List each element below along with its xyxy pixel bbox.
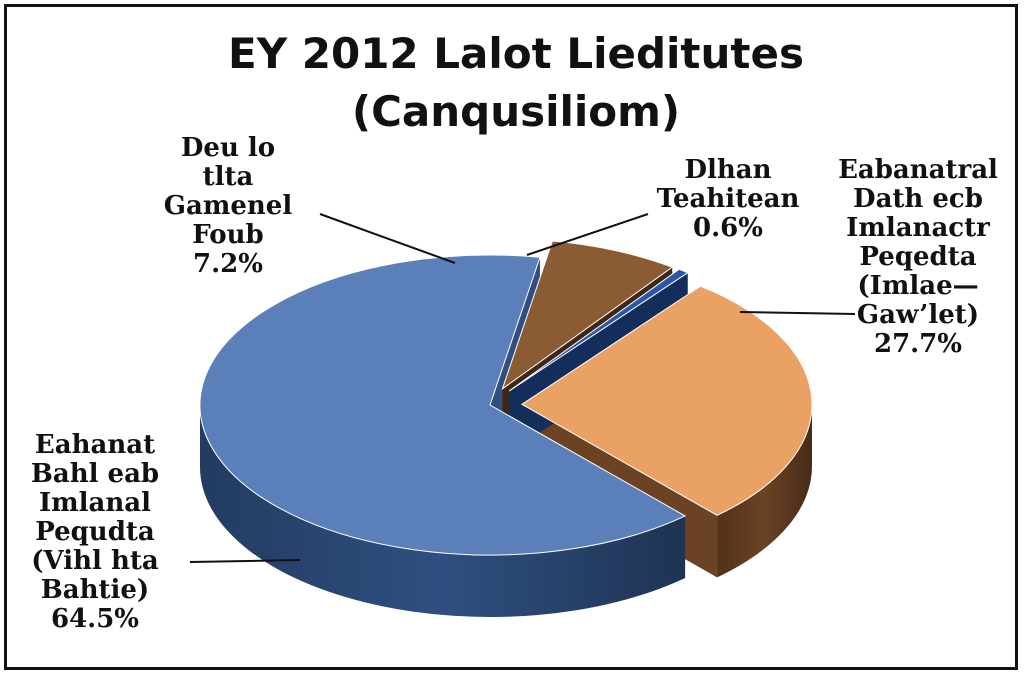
slice-label-line: Dath ecb: [853, 184, 983, 214]
slice-label-line: Peqedta: [859, 242, 976, 272]
slice-label-line: Bahtie): [41, 575, 149, 605]
leader-line: [189, 559, 301, 563]
slice-label-line: Gaw’let): [857, 300, 979, 330]
pie-slice-1: [199, 254, 687, 556]
leader-line: [319, 213, 456, 264]
pie-slice-0: [521, 285, 813, 516]
slice-label-line: Deu lo: [181, 133, 275, 163]
leader-line: [739, 311, 856, 315]
slice-label-line: tlta: [203, 162, 254, 192]
slice-label-line: Dlhan: [684, 155, 771, 185]
slice-value-label: 7.2%: [193, 249, 263, 279]
pie-slice-3: [508, 268, 689, 392]
slice-value-label: 64.5%: [51, 604, 139, 634]
slice-label-line: Imlanal: [39, 488, 151, 518]
slice-label-line: Pequdta: [35, 517, 155, 547]
slice-label-line: Teahitean: [657, 184, 800, 214]
chart-title: EY 2012 Lalot Lieditutes: [228, 29, 804, 78]
slice-label-line: Eabanatral: [838, 155, 998, 185]
slice-label-line: Imlanactr: [846, 213, 990, 243]
slice-value-label: 0.6%: [693, 213, 763, 243]
leader-line: [526, 213, 649, 256]
pie-slice-side-shade: [200, 405, 686, 617]
chart-subtitle: (Canqusiliom): [351, 87, 681, 136]
slice-value-label: 27.7%: [874, 329, 962, 359]
slice-label-line: Foub: [192, 220, 263, 250]
pie-slice-side-shade: [717, 404, 812, 578]
slice-label-line: Gamenel: [164, 191, 293, 221]
slice-label-line: (Vihl hta: [31, 546, 159, 576]
slice-label-line: (Imlae—: [857, 271, 978, 301]
slice-label-line: Bahl eab: [31, 459, 159, 489]
slice-label-line: Eahanat: [35, 430, 155, 460]
pie-slice-2: [501, 240, 674, 391]
